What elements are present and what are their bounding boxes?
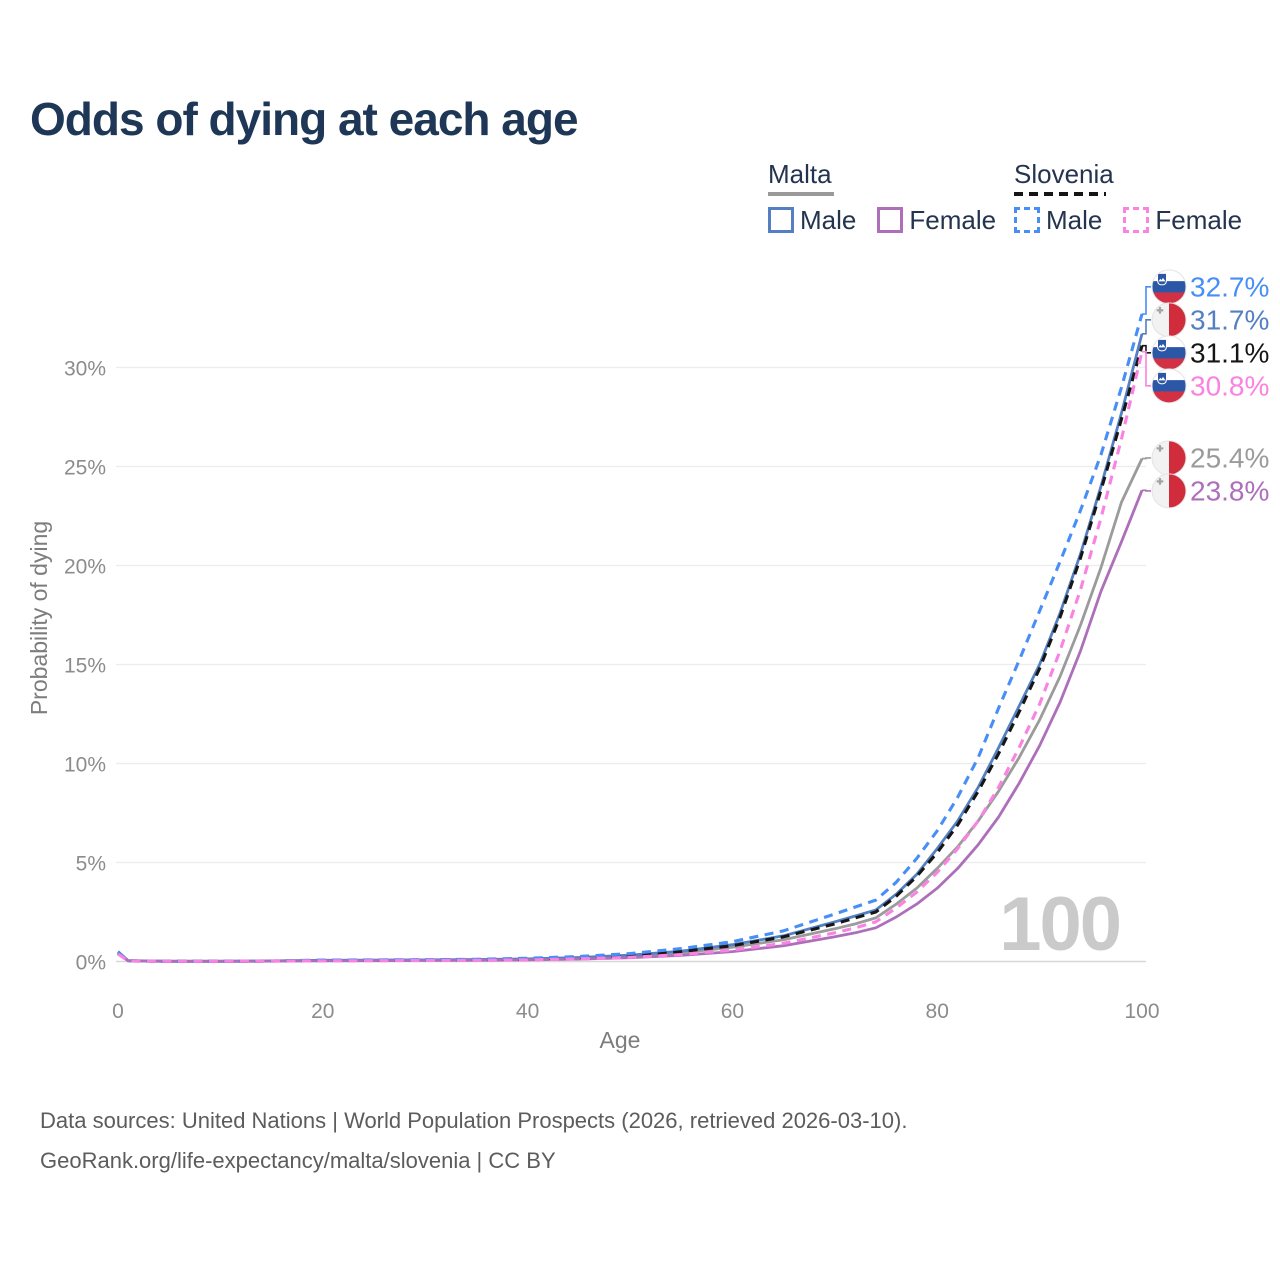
slovenia-female-swatch-icon [1123,207,1150,234]
age-watermark: 100 [999,882,1120,967]
flag-icon-malta [1152,302,1186,337]
flag-icon-slovenia [1152,269,1186,304]
y-tick-label: 10% [64,754,106,777]
series-line-malta-both [117,458,1144,963]
end-label-malta-male: 31.7% [1190,304,1269,335]
flag-icon-malta [1152,440,1186,475]
flag-icon-slovenia [1152,335,1186,370]
leader-line-malta-female [1142,489,1151,492]
leader-line-slovenia-female [1142,350,1151,387]
series-line-malta-male [117,333,1144,963]
y-axis-title: Probability of dying [26,521,52,715]
flag-icon-malta [1152,473,1186,508]
y-tick-label: 25% [64,457,106,480]
x-tick-label: 80 [926,1000,949,1023]
slovenia-dashed-line-sample [1014,191,1106,196]
legend-label-slovenia-female: Female [1155,204,1243,235]
leader-line-slovenia-male [1142,286,1151,315]
malta-solid-line-sample [768,191,834,196]
slovenia-male-swatch-icon [1014,207,1040,234]
legend-country-malta: Malta [768,159,832,189]
end-label-slovenia-female: 30.8% [1190,370,1269,401]
leader-line-malta-both [1142,457,1151,460]
y-tick-label: 15% [64,655,106,678]
flag-ring-slovenia-female [1151,368,1187,404]
legend-label-malta-female: Female [909,204,997,235]
x-tick-label: 60 [721,1000,744,1023]
legend-label-malta-male: Male [800,204,857,235]
end-label-slovenia-male: 32.7% [1190,271,1269,302]
flag-ring-malta-female [1151,473,1187,509]
leader-line-malta-male [1142,319,1151,335]
legend-label-slovenia-male: Male [1046,204,1103,235]
data-source-text: Data sources: United Nations | World Pop… [40,1108,908,1133]
leader-line-slovenia-both [1142,344,1151,354]
y-tick-label: 0% [76,952,106,975]
end-label-malta-female: 23.8% [1190,475,1269,506]
legend-group-slovenia: Slovenia Male Female [1014,160,1263,236]
y-tick-label: 20% [64,556,106,579]
series-line-slovenia-female [117,351,1144,963]
x-axis-title: Age [600,1027,641,1053]
legend-group-malta: Malta Male Female [768,160,1017,236]
malta-male-swatch-icon [768,207,794,234]
x-tick-label: 0 [112,1000,124,1023]
series-line-slovenia-both [117,345,1144,963]
y-tick-label: 30% [64,358,106,381]
page-title: Odds of dying at each age [30,93,579,145]
x-tick-label: 20 [311,1000,334,1023]
x-tick-label: 100 [1124,1000,1159,1023]
end-label-slovenia-both: 31.1% [1190,337,1269,368]
end-label-malta-both: 25.4% [1190,442,1269,473]
series-line-malta-female [117,489,1144,963]
y-tick-label: 5% [76,853,106,876]
malta-female-swatch-icon [877,207,904,234]
series-line-slovenia-male [117,313,1144,963]
attribution-text: GeoRank.org/life-expectancy/malta/sloven… [40,1148,556,1173]
legend-country-slovenia: Slovenia [1014,159,1114,189]
x-tick-label: 40 [516,1000,539,1023]
flag-icon-slovenia [1152,368,1186,403]
